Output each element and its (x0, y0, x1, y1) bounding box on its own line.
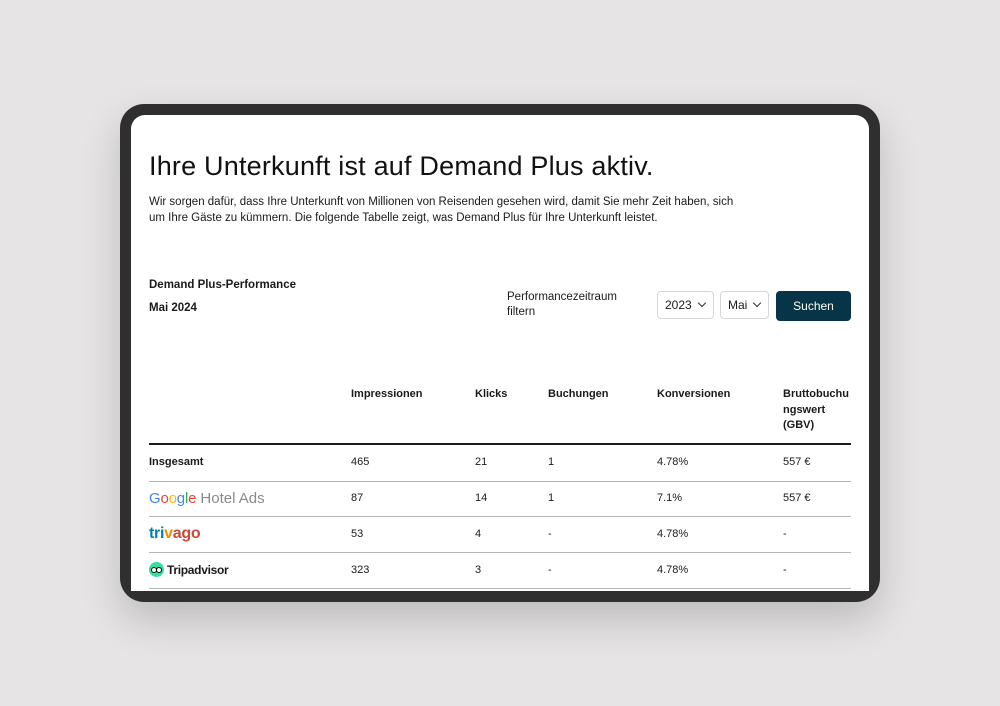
logo-letter: o (160, 490, 169, 507)
filter-label: Performancezeitraum filtern (507, 291, 617, 318)
column-header-impressions: Impressionen (351, 388, 423, 400)
month-select-value: Mai (728, 298, 748, 312)
column-header-bookings: Buchungen (548, 388, 609, 400)
google-hotel-ads-logo: Google Hotel Ads (149, 490, 265, 507)
table-cell: - (548, 528, 552, 540)
owl-icon (149, 562, 164, 577)
logo-letter: tri (149, 525, 165, 542)
table-cell: 4 (475, 528, 482, 540)
logo-letter: G (149, 490, 161, 507)
table-cell: 53 (351, 528, 364, 540)
table-cell: 4.78% (657, 528, 689, 540)
row-divider (149, 516, 851, 517)
table-cell: - (783, 528, 787, 540)
page-title: Ihre Unterkunft ist auf Demand Plus akti… (149, 151, 654, 181)
column-header-clicks: Klicks (475, 388, 508, 400)
table-cell: 7.1% (657, 492, 683, 504)
table-cell: 87 (351, 492, 364, 504)
logo-letter: g (176, 490, 185, 507)
table-cell: 465 (351, 456, 370, 468)
row-label-total: Insgesamt (149, 456, 204, 468)
logo-letter: v (164, 525, 173, 542)
chevron-down-icon (697, 298, 707, 308)
logo-letter: g (181, 525, 191, 542)
table-cell: 1 (548, 492, 555, 504)
year-select[interactable]: 2023 (657, 291, 714, 319)
table-cell: 4.78% (657, 564, 689, 576)
logo-letter: o (190, 525, 201, 542)
logo-letter: l (184, 490, 189, 507)
table-cell: - (783, 564, 787, 576)
row-divider (149, 588, 851, 589)
column-header-conversions: Konversionen (657, 388, 731, 400)
table-cell: 1 (548, 456, 555, 468)
chevron-down-icon (752, 298, 762, 308)
table-cell: 557 € (783, 456, 811, 468)
intro-text: Wir sorgen dafür, dass Ihre Unterkunft v… (149, 196, 734, 224)
tablet-frame: Ihre Unterkunft ist auf Demand Plus akti… (120, 104, 880, 602)
logo-letter: e (188, 490, 197, 507)
logo-letter: o (168, 490, 177, 507)
performance-period: Mai 2024 (149, 302, 197, 314)
table-cell: - (548, 564, 552, 576)
tripadvisor-logo: Tripadvisor (149, 562, 229, 577)
table-cell: 557 € (783, 492, 811, 504)
logo-letter: a (172, 525, 182, 542)
row-divider (149, 552, 851, 553)
performance-label: Demand Plus-Performance (149, 279, 296, 291)
table-cell: 21 (475, 456, 488, 468)
table-cell: 3 (475, 564, 482, 576)
tablet-screen: Ihre Unterkunft ist auf Demand Plus akti… (131, 115, 869, 591)
table-header-divider (149, 443, 851, 445)
search-button[interactable]: Suchen (776, 291, 851, 321)
row-divider (149, 481, 851, 482)
trivago-logo: trivago (149, 525, 201, 543)
table-cell: 323 (351, 564, 370, 576)
month-select[interactable]: Mai (720, 291, 769, 319)
logo-suffix: Hotel Ads (200, 490, 265, 507)
table-cell: 14 (475, 492, 488, 504)
logo-text: Tripadvisor (167, 562, 229, 577)
year-select-value: 2023 (665, 298, 692, 312)
table-cell: 4.78% (657, 456, 689, 468)
column-header-gbv: Bruttobuchu ngswert (GBV) (783, 388, 849, 431)
